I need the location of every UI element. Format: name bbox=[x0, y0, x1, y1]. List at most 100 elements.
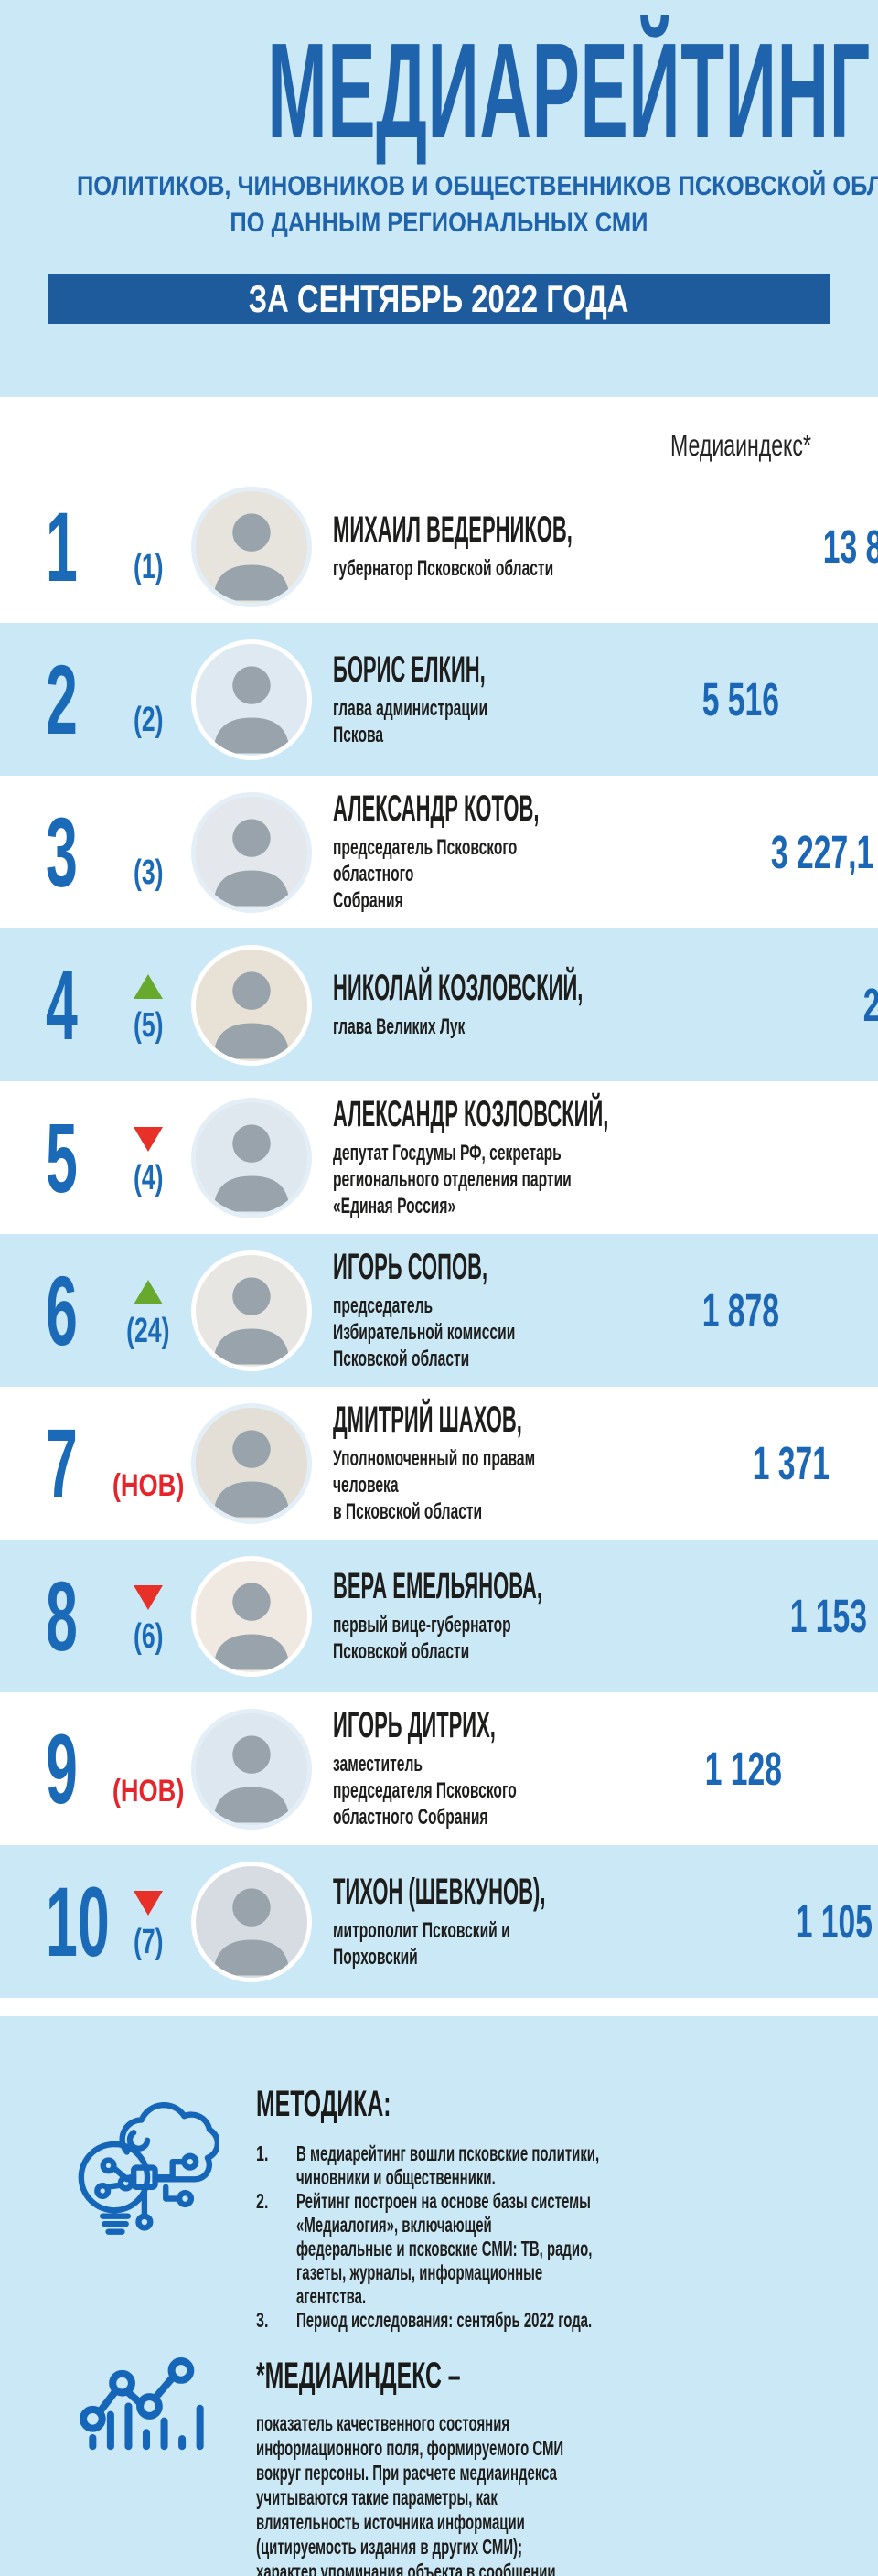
rank-area: 6 (24) bbox=[0, 1234, 183, 1387]
person-photo bbox=[191, 1708, 312, 1830]
person-title: Уполномоченный по правам человека в Пско… bbox=[333, 1446, 536, 1524]
subtitle-line2: ПО ДАННЫМ РЕГИОНАЛЬНЫХ СМИ bbox=[230, 208, 648, 238]
subtitle-line1: ПОЛИТИКОВ, ЧИНОВНИКОВ И ОБЩЕСТВЕННИКОВ П… bbox=[76, 171, 878, 201]
person-name: ИГОРЬ СОПОВ, bbox=[333, 1247, 488, 1288]
rank-area: 10 (7) bbox=[0, 1845, 183, 1998]
person-photo bbox=[191, 1402, 312, 1524]
brain-network-icon bbox=[78, 2102, 220, 2235]
table-row: 8 (6) ВЕРА ЕМЕЛЬЯНОВА, первый вице-губер… bbox=[0, 1540, 878, 1692]
person-info: АЛЕКСАНДР КОТОВ, председатель Псковского… bbox=[320, 789, 708, 914]
rank-number: 5 bbox=[46, 1101, 78, 1213]
avatar-silhouette-icon bbox=[213, 665, 290, 754]
methodology-heading: МЕТОДИКА: bbox=[256, 2084, 391, 2124]
media-index-value: 5 516 bbox=[701, 673, 780, 725]
person-photo bbox=[191, 639, 312, 760]
avatar-silhouette-icon bbox=[213, 1887, 290, 1976]
rank-area: 7 (НОВ) bbox=[0, 1387, 185, 1540]
avatar-silhouette-icon bbox=[213, 512, 290, 601]
person-info: МИХАИЛ ВЕДЕРНИКОВ, губернатор Псковской … bbox=[320, 510, 768, 583]
media-index-value: 3 227,1 bbox=[770, 826, 874, 878]
footer: МЕТОДИКА: 1. В медиарейтинг вошли псковс… bbox=[0, 2016, 878, 2576]
rank-area: 5 (4) bbox=[0, 1081, 183, 1234]
mediaindex-text: показатель качественного состояния инфор… bbox=[256, 2411, 564, 2576]
rank-area: 3 (3) bbox=[0, 776, 183, 928]
analytics-chart-icon bbox=[79, 2357, 204, 2451]
avatar-silhouette-icon bbox=[213, 971, 290, 1059]
table-row: 1 (1) МИХАИЛ ВЕДЕРНИКОВ, губернатор Пско… bbox=[0, 470, 878, 623]
rank-number: 7 bbox=[46, 1407, 78, 1519]
table-row: 4 (5) НИКОЛАЙ КОЗЛОВСКИЙ, глава Великих … bbox=[0, 928, 878, 1081]
person-info: БОРИС ЕЛКИН, глава администрации Пскова bbox=[320, 650, 626, 749]
media-index-value: 1 371 bbox=[753, 1437, 830, 1489]
rank-number: 10 bbox=[46, 1865, 110, 1977]
previous-rank: (6) bbox=[133, 1617, 164, 1657]
person-photo bbox=[191, 1555, 312, 1677]
previous-rank: (7) bbox=[133, 1923, 164, 1962]
previous-rank-new: (НОВ) bbox=[112, 1468, 185, 1504]
rank-area: 1 (1) bbox=[0, 470, 183, 623]
avatar-silhouette-icon bbox=[213, 1734, 290, 1823]
mediaindex-section: *МЕДИАИНДЕКС – показатель качественного … bbox=[0, 2354, 878, 2576]
rank-number: 4 bbox=[46, 949, 78, 1060]
media-index-value: 1 878 bbox=[701, 1284, 780, 1336]
methodology-section: МЕТОДИКА: 1. В медиарейтинг вошли псковс… bbox=[0, 2082, 878, 2332]
person-name: ТИХОН (ШЕВКУНОВ), bbox=[333, 1871, 546, 1912]
person-photo bbox=[191, 486, 312, 607]
rank-number: 3 bbox=[46, 796, 78, 907]
person-name: МИХАИЛ ВЕДЕРНИКОВ, bbox=[333, 510, 573, 551]
person-info: ИГОРЬ ДИТРИХ, заместитель председателя П… bbox=[320, 1706, 628, 1830]
media-index-value: 2 144 bbox=[863, 978, 878, 1032]
table-row: 6 (24) ИГОРЬ СОПОВ, председатель Избират… bbox=[0, 1234, 878, 1387]
rank-number: 9 bbox=[46, 1712, 78, 1824]
avatar-silhouette-icon bbox=[213, 1429, 290, 1518]
rank-area: 8 (6) bbox=[0, 1540, 183, 1692]
table-row: 9 (НОВ) ИГОРЬ ДИТРИХ, заместитель предсе… bbox=[0, 1692, 878, 1845]
avatar-silhouette-icon bbox=[213, 1582, 290, 1670]
person-title: глава администрации Пскова bbox=[333, 695, 488, 747]
period-banner: ЗА СЕНТЯБРЬ 2022 ГОДА bbox=[48, 274, 830, 324]
person-title: председатель Избирательной комиссии Пско… bbox=[333, 1293, 516, 1371]
person-photo bbox=[191, 1097, 312, 1218]
person-photo bbox=[191, 1250, 312, 1371]
person-title: губернатор Псковской области bbox=[333, 556, 554, 582]
person-info: ИГОРЬ СОПОВ, председатель Избирательной … bbox=[320, 1248, 626, 1372]
person-info: ДМИТРИЙ ШАХОВ, Уполномоченный по правам … bbox=[320, 1401, 677, 1525]
person-name: ИГОРЬ ДИТРИХ, bbox=[333, 1705, 496, 1746]
previous-rank: (3) bbox=[133, 853, 164, 893]
trend-up-icon bbox=[134, 1280, 163, 1305]
person-info: ВЕРА ЕМЕЛЬЯНОВА, первый вице-губернатор … bbox=[320, 1567, 713, 1666]
person-info: НИКОЛАЙ КОЗЛОВСКИЙ, глава Великих Лук bbox=[320, 969, 787, 1041]
rank-number: 2 bbox=[46, 643, 78, 755]
subtitle: ПОЛИТИКОВ, ЧИНОВНИКОВ И ОБЩЕСТВЕННИКОВ П… bbox=[0, 168, 878, 242]
methodology-item: 1. В медиарейтинг вошли псковские полити… bbox=[256, 2141, 600, 2189]
person-title: депутат Госдумы РФ, секретарь региональн… bbox=[333, 1141, 572, 1218]
person-name: АЛЕКСАНДР КОЗЛОВСКИЙ, bbox=[333, 1094, 609, 1135]
person-name: АЛЕКСАНДР КОТОВ, bbox=[333, 789, 540, 830]
person-info: АЛЕКСАНДР КОЗЛОВСКИЙ, депутат Госдумы РФ… bbox=[320, 1095, 834, 1219]
table-row: 10 (7) ТИХОН (ШЕВКУНОВ), митрополит Пско… bbox=[0, 1845, 878, 1998]
trend-down-icon bbox=[134, 1585, 163, 1611]
avatar-silhouette-icon bbox=[213, 818, 290, 907]
person-photo bbox=[191, 944, 312, 1066]
media-index-value: 1 105 bbox=[795, 1895, 873, 1948]
methodology-item: 2. Рейтинг построен на основе базы систе… bbox=[256, 2189, 593, 2308]
previous-rank: (1) bbox=[133, 548, 164, 587]
rank-area: 9 (НОВ) bbox=[0, 1692, 184, 1845]
methodology-list: 1. В медиарейтинг вошли псковские полити… bbox=[256, 2141, 814, 2332]
person-name: ВЕРА ЕМЕЛЬЯНОВА, bbox=[333, 1565, 542, 1606]
person-title: заместитель председателя Псковского обла… bbox=[333, 1752, 517, 1830]
person-title: глава Великих Лук bbox=[333, 1014, 466, 1040]
page-title: МЕДИАРЕЙТИНГ bbox=[267, 16, 871, 166]
methodology-item: 3. Период исследования: сентябрь 2022 го… bbox=[256, 2308, 593, 2332]
person-name: НИКОЛАЙ КОЗЛОВСКИЙ, bbox=[333, 968, 584, 1009]
ranking-rows: 1 (1) МИХАИЛ ВЕДЕРНИКОВ, губернатор Пско… bbox=[0, 470, 878, 1998]
table-row: 7 (НОВ) ДМИТРИЙ ШАХОВ, Уполномоченный по… bbox=[0, 1387, 878, 1540]
person-photo bbox=[191, 1861, 312, 1982]
rank-area: 4 (5) bbox=[0, 928, 183, 1081]
table-row: 2 (2) БОРИС ЕЛКИН, глава администрации П… bbox=[0, 623, 878, 776]
index-column-label: Медиаиндекс* bbox=[670, 428, 811, 462]
previous-rank: (24) bbox=[126, 1312, 170, 1351]
trend-down-icon bbox=[134, 1127, 163, 1153]
media-index-value: 13 816,4 bbox=[822, 521, 878, 573]
trend-down-icon bbox=[134, 1891, 163, 1916]
